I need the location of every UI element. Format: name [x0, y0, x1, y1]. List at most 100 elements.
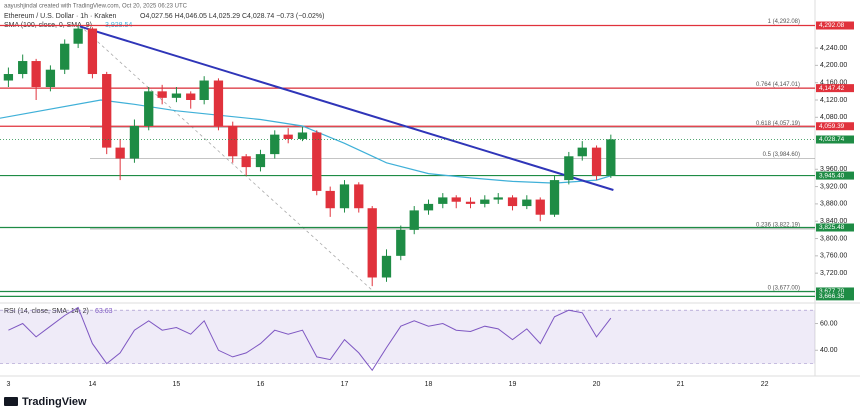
current-price-tag [816, 135, 854, 144]
level-label: 3,677.70 [819, 288, 845, 295]
x-tick-label: 19 [509, 381, 517, 388]
candle-body [283, 134, 293, 139]
candle-body [480, 199, 490, 204]
chart-title: Ethereum / U.S. Dollar · 1h · Kraken [4, 13, 117, 20]
x-tick-label: 14 [89, 381, 97, 388]
rsi-tick-label: 40.00 [820, 347, 838, 354]
x-tick-label: 21 [677, 381, 685, 388]
rsi-line [8, 306, 612, 372]
x-tick-label: 16 [257, 381, 265, 388]
candle-body [213, 80, 224, 126]
candle-body [255, 154, 266, 168]
candle-body [438, 197, 448, 204]
level-label: 3,945.40 [819, 172, 845, 179]
candle-body [465, 201, 476, 204]
level-tag [816, 21, 854, 30]
y-tick-label: 4,200.00 [820, 62, 847, 69]
candle-body [270, 134, 280, 155]
candle-body [297, 132, 308, 139]
candle-body [199, 80, 209, 100]
current-price-label: 4,028.74 [819, 136, 845, 143]
x-tick-label: 20 [593, 381, 601, 388]
candle-body [87, 28, 98, 75]
candle-body [451, 197, 461, 202]
level-tag [816, 122, 854, 131]
x-tick-label: 3 [6, 381, 10, 388]
candle-body [186, 93, 196, 100]
fib-label: 0.236 (3,822.19) [756, 223, 800, 229]
fib-label: 0 (3,677.00) [768, 285, 800, 291]
candle-body [591, 147, 602, 176]
y-tick-label: 3,800.00 [820, 235, 847, 242]
level-tag [816, 84, 854, 93]
candle-body [507, 197, 518, 207]
x-tick-label: 17 [341, 381, 349, 388]
candle-body [129, 125, 140, 159]
rsi-band [0, 310, 815, 364]
candle-body [241, 156, 251, 168]
x-tick-label: 22 [761, 381, 769, 388]
level-label: 4,059.39 [819, 123, 845, 130]
level-label: 3,666.35 [819, 293, 845, 300]
candle-body [354, 184, 364, 209]
candle-body [157, 91, 167, 98]
candle-body [535, 199, 545, 215]
level-label: 3,825.48 [819, 224, 845, 231]
level-tag [816, 171, 854, 180]
candle-body [312, 132, 322, 191]
candle-body [577, 147, 587, 157]
credit: aayushjindal created with TradingView.co… [4, 4, 188, 10]
y-tick-label: 3,960.00 [820, 166, 847, 173]
candle-body [493, 197, 503, 200]
x-tick-label: 15 [173, 381, 181, 388]
candle-body [102, 74, 112, 148]
brand: TradingView [22, 396, 87, 408]
candle-body [115, 147, 125, 159]
y-tick-label: 3,760.00 [820, 253, 847, 260]
candle-body [409, 210, 419, 230]
fib-label: 0.764 (4,147.01) [756, 82, 800, 88]
level-tag [816, 223, 854, 232]
y-tick-label: 3,720.00 [820, 270, 847, 277]
logo-icon [4, 397, 18, 406]
candle-body [60, 43, 70, 70]
y-tick-label: 3,840.00 [820, 218, 847, 225]
candle-body [18, 61, 28, 75]
level-tag [816, 287, 854, 296]
ohlc: O4,027.56 H4,046.05 L4,025.29 C4,028.74 … [140, 13, 324, 20]
candle-body [396, 229, 406, 256]
candle-body [564, 156, 574, 181]
y-tick-label: 3,920.00 [820, 183, 847, 190]
candle-body [549, 180, 560, 215]
logo: TradingView [4, 396, 87, 408]
fib-label: 0.618 (4,057.19) [756, 121, 800, 127]
candle-body [171, 93, 182, 98]
y-tick-label: 4,240.00 [820, 45, 847, 52]
rsi-label: RSI (14, close, SMA, 14, 2) [4, 308, 89, 315]
candle-body [339, 184, 350, 209]
y-tick-label: 4,080.00 [820, 114, 847, 121]
trendline [79, 25, 614, 191]
y-tick-label: 3,880.00 [820, 201, 847, 208]
fib-label: 0.5 (3,984.60) [763, 152, 800, 158]
fib-label: 1 (4,292.08) [768, 19, 800, 25]
candle-body [31, 61, 41, 88]
candle-body [423, 203, 434, 211]
candle-body [228, 125, 238, 157]
candle-body [45, 69, 56, 88]
x-tick-label: 18 [425, 381, 433, 388]
rsi-tick-label: 60.00 [820, 320, 838, 327]
candle-body [367, 208, 377, 278]
candle-body [606, 139, 616, 176]
level-label: 4,147.42 [819, 85, 845, 92]
candle-body [73, 28, 83, 44]
candle-body [3, 74, 14, 81]
y-tick-label: 4,160.00 [820, 80, 847, 87]
y-tick-label: 4,120.00 [820, 97, 847, 104]
candle-body [381, 255, 392, 278]
level-label: 4,292.08 [819, 22, 845, 29]
candle-body [144, 91, 154, 126]
level-tag [816, 292, 854, 301]
candle-body [325, 190, 335, 209]
